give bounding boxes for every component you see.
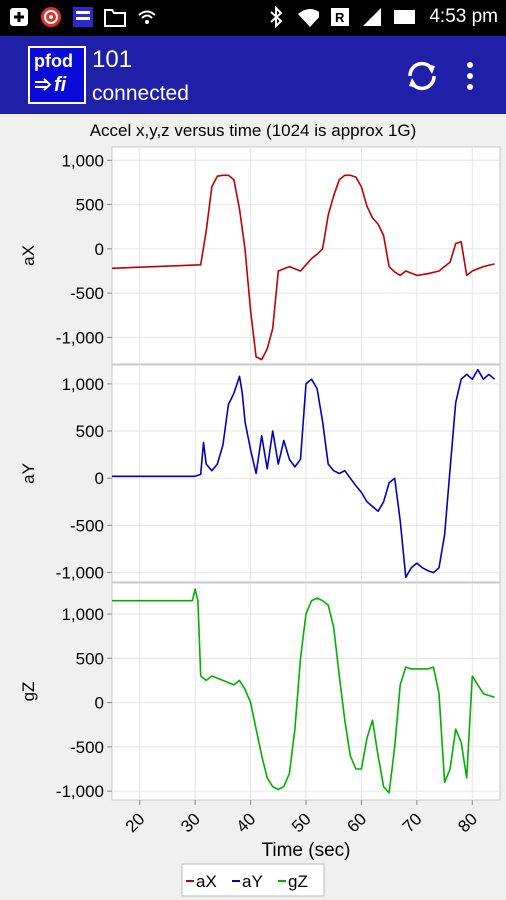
logo-line2: fi — [54, 74, 67, 96]
y-axis-label-gZ: gZ — [19, 682, 38, 702]
app-logo[interactable]: pfod fi — [28, 46, 86, 104]
y-tick-label: 500 — [76, 422, 104, 441]
target-icon — [40, 6, 62, 28]
logo-line1: pfod — [34, 51, 73, 71]
y-tick-label: -500 — [70, 516, 104, 535]
bluetooth-icon — [265, 6, 287, 28]
status-time: 4:53 pm — [429, 6, 498, 27]
x-tick-label: 40 — [233, 809, 260, 836]
series-line-gZ — [112, 588, 495, 794]
x-tick-label: 80 — [454, 809, 481, 836]
legend — [181, 863, 325, 897]
app-title: 101 — [92, 46, 133, 73]
more-vert-icon — [467, 62, 473, 90]
svg-text:R: R — [335, 10, 345, 25]
connection-status: connected — [92, 82, 189, 105]
battery-icon — [393, 6, 416, 28]
series-line-aY — [112, 368, 496, 579]
legend-label-aY: aY — [242, 872, 263, 891]
overflow-menu-button[interactable] — [458, 56, 482, 96]
roaming-r-icon: R — [329, 6, 351, 28]
y-tick-label: 0 — [95, 240, 104, 259]
y-tick-label: -1,000 — [56, 328, 104, 347]
cell-signal-icon — [361, 6, 383, 28]
chart-area: Accel x,y,z versus time (1024 is approx … — [0, 114, 506, 900]
legend-label-gZ: gZ — [288, 872, 308, 891]
y-tick-label: 1,000 — [61, 605, 104, 624]
app-notify-icon — [72, 6, 94, 28]
y-axis-label-aX: aX — [19, 245, 38, 266]
arrow-icon — [35, 78, 52, 91]
x-axis-label: Time (sec) — [261, 840, 350, 861]
x-tick-label: 50 — [288, 809, 315, 836]
wifi-icon — [136, 6, 158, 28]
status-bar: R 4:53 pm — [0, 0, 506, 36]
y-tick-label: -500 — [70, 738, 104, 757]
x-tick-label: 20 — [122, 809, 149, 836]
y-tick-label: 500 — [76, 649, 104, 668]
y-tick-label: 1,000 — [61, 151, 104, 170]
wifi-signal-icon — [297, 6, 320, 28]
series-line-aX — [111, 174, 495, 361]
refresh-button[interactable] — [402, 56, 442, 96]
y-tick-label: -1,000 — [56, 564, 104, 583]
refresh-icon — [408, 61, 436, 91]
y-tick-label: -500 — [70, 284, 104, 303]
y-axis-label-aY: aY — [19, 463, 38, 484]
legend-label-aX: aX — [196, 872, 217, 891]
add-box-icon — [8, 6, 30, 28]
x-tick-label: 60 — [343, 809, 370, 836]
x-tick-label: 70 — [399, 809, 426, 836]
app-bar: pfod fi 101 connected — [0, 36, 506, 114]
chart-title: Accel x,y,z versus time (1024 is approx … — [90, 121, 417, 140]
accel-chart: Accel x,y,z versus time (1024 is approx … — [19, 121, 501, 897]
y-tick-label: 0 — [95, 694, 104, 713]
y-tick-label: -1,000 — [56, 782, 104, 801]
y-tick-label: 0 — [95, 469, 104, 488]
y-tick-label: 500 — [76, 196, 104, 215]
x-tick-label: 30 — [177, 809, 204, 836]
folder-icon — [104, 6, 126, 28]
y-tick-label: 1,000 — [61, 375, 104, 394]
